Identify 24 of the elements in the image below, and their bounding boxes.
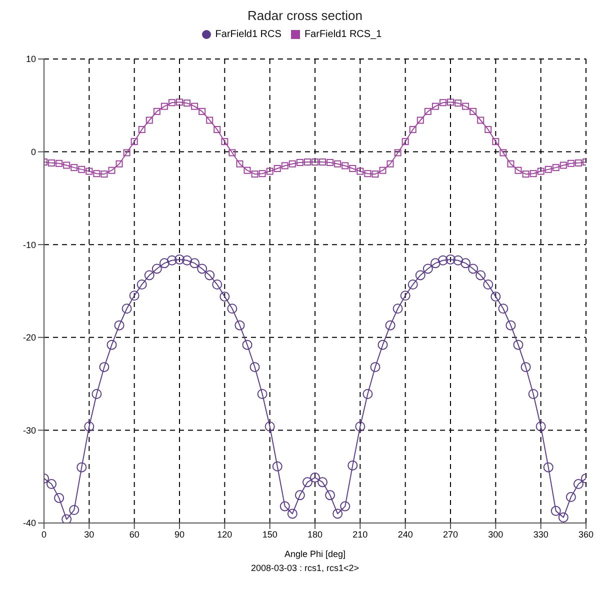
x-tick-label: 120 (217, 529, 232, 540)
y-tick-label: -30 (22, 425, 36, 436)
legend-label: FarField1 RCS (215, 29, 282, 40)
x-tick-label: 210 (352, 529, 368, 540)
x-tick-label: 330 (533, 529, 548, 540)
y-tick-label: -20 (22, 332, 36, 343)
y-tick-label: -10 (22, 240, 36, 250)
text: 2008-03-03 : rcs1, rcs1<2> (250, 563, 360, 573)
y-tick-label: 10 (26, 54, 36, 64)
x-tick-label: 30 (84, 529, 94, 540)
legend-label: FarField1 RCS_1 (304, 29, 382, 40)
x-tick-label: 0 (41, 529, 47, 540)
y-tick-label: 0 (30, 146, 36, 157)
x-tick-label: 90 (174, 529, 185, 540)
chart-title: Radar cross section (246, 8, 364, 23)
x-tick-label: 270 (442, 529, 458, 540)
x-tick-label: 360 (578, 529, 594, 540)
x-tick-label: 180 (307, 529, 323, 540)
y-tick-label: -40 (22, 518, 36, 528)
x-tick-label: 300 (488, 529, 504, 540)
x-tick-label: 240 (398, 529, 413, 540)
x-tick-label: 150 (262, 529, 278, 540)
x-tick-label: 60 (129, 529, 140, 540)
x-axis-title: Angle Phi [deg] (284, 549, 346, 559)
